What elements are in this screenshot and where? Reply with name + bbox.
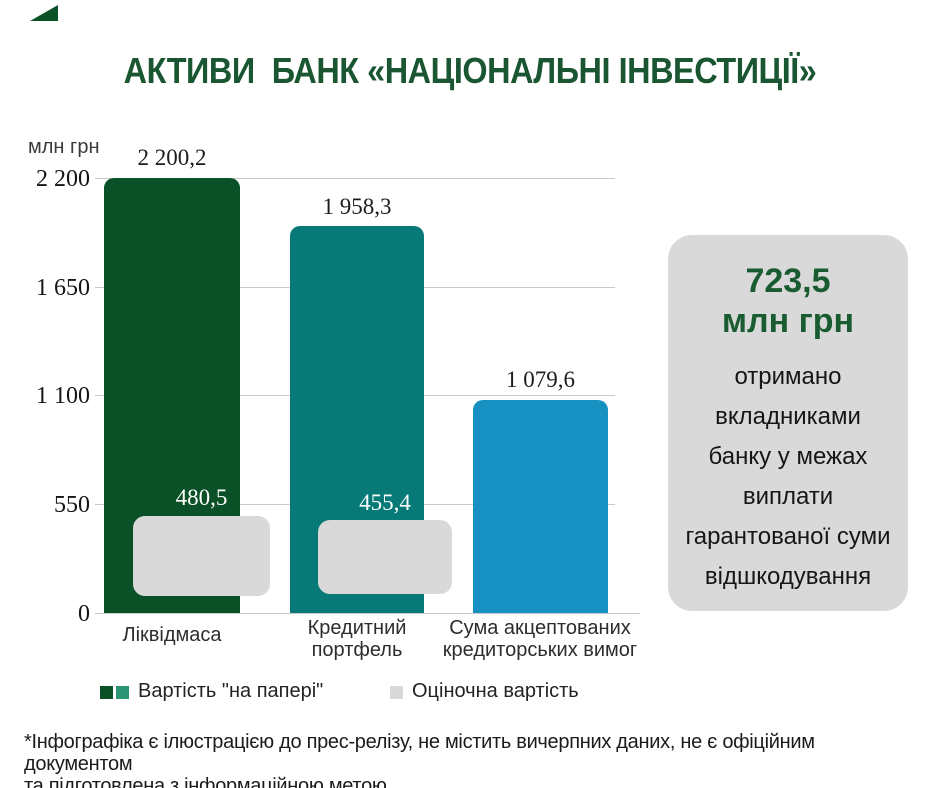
legend-swatch-dark-green [100, 686, 113, 699]
payout-info-box: 723,5 млн грн отримано вкладниками банку… [668, 235, 908, 611]
payout-description-line: гарантованої суми [685, 523, 891, 550]
y-tick-1100: 1 100 [36, 383, 90, 409]
bar-value-label-accepted-claims: 1 079,6 [506, 367, 575, 392]
category-label-line: портфель [311, 639, 403, 661]
payout-description-line: отримано [734, 363, 842, 390]
payout-description-line: відшкодування [704, 563, 872, 590]
payout-headline: 723,5 млн грн [668, 261, 908, 341]
legend-label-paper-value: Вартість "на папері" [138, 680, 324, 702]
category-label-line: кредиторських вимог [442, 639, 638, 661]
gridline-2200 [95, 178, 615, 179]
category-label-credit-portfolio: Кредитний портфель [275, 617, 439, 661]
payout-description-line: банку у межах [708, 443, 868, 470]
page-title: АКТИВИ БАНК «НАЦІОНАЛЬНІ ІНВЕСТИЦІЇ» [123, 50, 817, 91]
legend-label-estimated-value: Оціночна вартість [412, 680, 579, 702]
y-axis-unit-label: млн грн [28, 136, 100, 158]
payout-description-line: виплати [742, 483, 834, 510]
overlay-bar-liquid-mass [133, 516, 270, 596]
payout-description-line: вкладниками [715, 403, 861, 430]
category-label-accepted-claims: Сума акцептованих кредиторських вимог [433, 617, 647, 661]
bar-value-label-liquid-mass: 2 200,2 [137, 145, 207, 170]
y-tick-0: 0 [78, 601, 90, 627]
category-label-liquid-mass: Ліквідмаса [94, 624, 250, 646]
y-tick-2200: 2 200 [36, 166, 90, 192]
payout-description: отримано вкладниками банку у межах випла… [668, 357, 908, 597]
y-tick-1650: 1 650 [36, 275, 90, 301]
bar-value-label-credit-portfolio: 1 958,3 [322, 194, 392, 219]
overlay-value-label-credit-portfolio: 455,4 [359, 490, 411, 515]
category-label-line: Сума акцептованих [449, 617, 631, 639]
corner-triangle-decoration [30, 5, 58, 21]
overlay-bar-credit-portfolio [318, 520, 452, 594]
axis-baseline [95, 613, 640, 614]
overlay-value-label-liquid-mass: 480,5 [175, 485, 228, 510]
legend-swatch-gray [390, 686, 403, 699]
category-label-line: Ліквідмаса [122, 624, 222, 646]
category-label-line: Кредитний [307, 617, 407, 639]
y-tick-550: 550 [54, 492, 90, 518]
payout-unit: млн грн [721, 302, 855, 340]
payout-value: 723,5 [745, 262, 831, 300]
disclaimer-footnote: *Інфографіка є ілюстрацією до прес-реліз… [24, 731, 815, 788]
legend-swatch-teal [116, 686, 129, 699]
bar-accepted-claims [473, 400, 608, 613]
